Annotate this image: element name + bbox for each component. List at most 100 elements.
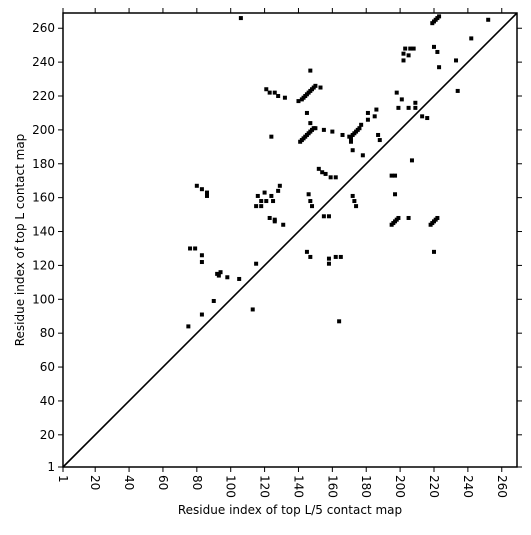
x-tick-label: 160 (325, 475, 339, 498)
y-tick-label: 80 (40, 326, 55, 340)
contact-point (308, 254, 313, 259)
y-tick-label: 20 (40, 428, 55, 442)
y-tick-label: 140 (32, 225, 55, 239)
contact-point (254, 261, 259, 266)
contact-point (348, 136, 353, 141)
contact-point (296, 99, 301, 104)
contact-point (377, 138, 382, 143)
contact-point (406, 53, 411, 58)
contact-point (330, 129, 335, 134)
contact-point (431, 44, 436, 49)
y-tick-label: 160 (32, 191, 55, 205)
contact-point (435, 215, 440, 220)
contact-point (350, 193, 355, 198)
contact-point (365, 110, 370, 115)
contact-point (328, 175, 333, 180)
contact-point (304, 249, 309, 254)
contact-point (276, 94, 281, 99)
x-tick-label: 60 (156, 475, 170, 490)
contact-point (435, 49, 440, 54)
contact-point (316, 166, 321, 171)
y-tick-label: 260 (32, 21, 55, 35)
y-tick-label: 180 (32, 157, 55, 171)
y-tick-label: 120 (32, 258, 55, 272)
contact-point (413, 100, 418, 105)
contact-point (320, 170, 325, 175)
contact-point (411, 46, 416, 51)
x-axis-label: Residue index of top L/5 contact map (178, 503, 402, 517)
contact-point (437, 14, 442, 19)
contact-point (420, 114, 425, 119)
contact-point (313, 126, 318, 131)
contact-point (394, 90, 399, 95)
contact-point (403, 46, 408, 51)
contact-point (306, 192, 311, 197)
contact-point (401, 58, 406, 63)
contact-point (326, 261, 331, 266)
contact-point (255, 193, 260, 198)
contact-point (389, 173, 394, 178)
contact-point (454, 58, 459, 63)
contact-point (333, 254, 338, 259)
contact-point (186, 324, 191, 329)
contact-point (455, 88, 460, 93)
contact-point (431, 249, 436, 254)
contact-point (250, 307, 255, 312)
contact-point (323, 171, 328, 176)
contact-point (372, 114, 377, 119)
contact-point (409, 158, 414, 163)
plot-frame (62, 12, 518, 468)
contact-point (193, 246, 198, 251)
contact-point (393, 192, 398, 197)
contact-point (282, 95, 287, 100)
x-tick-label: 140 (291, 475, 305, 498)
contact-point (352, 199, 357, 204)
contact-point (374, 107, 379, 112)
contact-point (199, 253, 204, 258)
x-tick-label: 1 (56, 475, 70, 483)
contact-point (267, 215, 272, 220)
x-tick-label: 120 (258, 475, 272, 498)
contact-point (469, 36, 474, 41)
contact-point (437, 65, 442, 70)
y-tick-label: 200 (32, 123, 55, 137)
x-tick-label: 80 (190, 475, 204, 490)
contact-point (408, 46, 413, 51)
contact-point (199, 260, 204, 265)
contact-point (188, 246, 193, 251)
contact-point (321, 214, 326, 219)
contact-point (259, 199, 264, 204)
contact-point (354, 204, 359, 209)
contact-point (350, 148, 355, 153)
contact-point (254, 204, 259, 209)
contact-point (264, 199, 269, 204)
x-tick-label: 220 (427, 475, 441, 498)
contact-point (225, 275, 230, 280)
contact-point (338, 254, 343, 259)
contact-point (396, 215, 401, 220)
x-tick-label: 260 (495, 475, 509, 498)
contact-point (199, 187, 204, 192)
contact-point (204, 190, 209, 195)
contact-point (308, 199, 313, 204)
contact-point (199, 312, 204, 317)
contact-point (264, 87, 269, 92)
contact-point (326, 214, 331, 219)
x-tick-label: 200 (393, 475, 407, 498)
contact-point (238, 16, 243, 21)
y-tick-label: 220 (32, 89, 55, 103)
contact-point (425, 116, 430, 121)
contact-point (321, 127, 326, 132)
contact-point (326, 256, 331, 261)
y-tick-label: 60 (40, 360, 55, 374)
contact-point (413, 105, 418, 110)
contact-point (271, 199, 276, 204)
contact-point (218, 270, 223, 275)
x-tick-label: 40 (122, 475, 136, 490)
contact-point (396, 105, 401, 110)
x-tick-label: 20 (88, 475, 102, 490)
diagonal (62, 12, 518, 468)
contact-point (340, 132, 345, 137)
contact-point (194, 183, 199, 188)
